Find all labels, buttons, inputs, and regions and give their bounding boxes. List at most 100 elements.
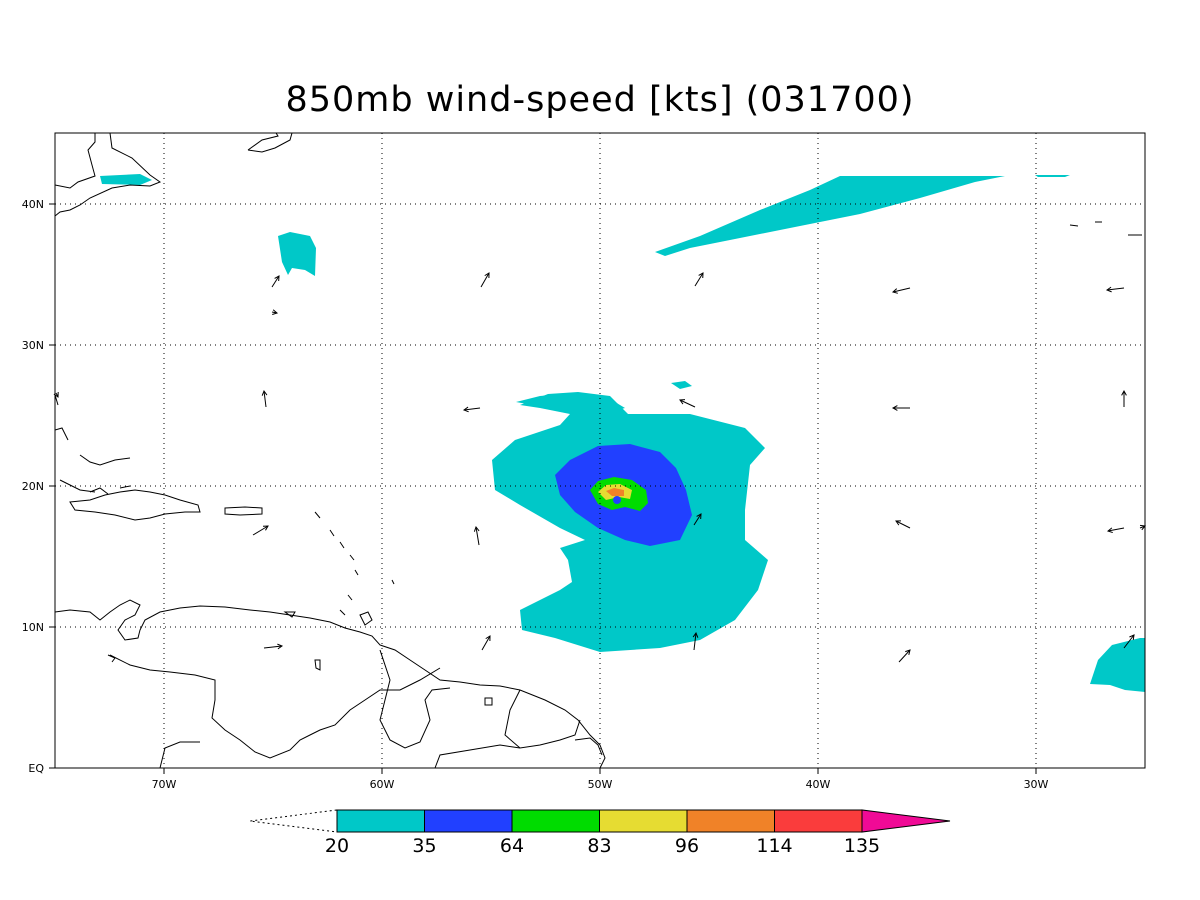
wind-vector-head-20: [1129, 634, 1135, 641]
wind-vector-head-5: [261, 389, 268, 396]
wind-vector-head-2: [698, 272, 704, 279]
storm-eye: [613, 496, 621, 504]
wind-region-20kt-northeast-band: [655, 176, 1005, 256]
coastlines: [55, 133, 1142, 768]
wind-vector-19: [898, 649, 911, 663]
lat-label-40n: 40N: [22, 198, 44, 211]
colorbar-label-83: 83: [587, 835, 611, 857]
wind-vector-head-13: [895, 520, 902, 526]
colorbar-label-64: 64: [500, 835, 524, 857]
colorbar-box-20: [336, 809, 425, 833]
colorbar-box-35: [424, 809, 513, 833]
wind-vectors: [53, 272, 1146, 663]
wind-vector-head-8: [891, 405, 898, 411]
wind-vector-head-7: [679, 399, 686, 405]
wind-vector-head-18: [692, 631, 699, 638]
lat-label-eq: EQ: [28, 762, 44, 775]
coast-tobago: [283, 611, 296, 618]
colorbar-box-114: [774, 809, 863, 833]
wind-vector-head-3: [891, 288, 898, 294]
wind-vector-head-14: [1106, 527, 1113, 534]
colorbar-box-64: [511, 809, 600, 833]
wind-vector-head-10: [262, 525, 269, 531]
wind-vector-3: [892, 287, 911, 293]
wind-region-20kt-northeast-sliver: [1035, 175, 1070, 177]
coast-bahamas: [89, 485, 131, 495]
wind-region-20kt-new-england: [100, 174, 152, 185]
lon-label-40w: 40W: [806, 778, 831, 791]
wind-vector-1: [480, 272, 490, 288]
wind-vector-head-11: [473, 525, 480, 532]
wind-speed-shading: [100, 174, 1145, 692]
lon-label-30w: 30W: [1024, 778, 1049, 791]
wind-vector-head-6: [462, 406, 469, 413]
lon-label-50w: 50W: [588, 778, 613, 791]
colorbar-label-35: 35: [412, 835, 436, 857]
map-title: 850mb wind-speed [kts] (031700): [285, 80, 915, 120]
wind-vector-head-0: [274, 275, 280, 282]
wind-vector-11: [475, 526, 480, 546]
wind-vector-head-12: [696, 513, 702, 520]
wind-vector-head-19: [905, 649, 911, 655]
coast-guyana-border: [379, 649, 451, 749]
wind-vector-head-17: [485, 635, 491, 642]
wind-vector-16: [263, 645, 283, 649]
wind-vector-0: [271, 275, 280, 288]
colorbar: 20 35 64 83 96 114 135: [249, 809, 951, 857]
longitude-labels: 70W 60W 50W 40W 30W: [152, 778, 1049, 791]
colorbar-label-96: 96: [675, 835, 699, 857]
wind-vector-13: [895, 520, 911, 529]
coast-island-small-2: [484, 697, 493, 706]
lat-label-10n: 10N: [22, 621, 44, 634]
coast-trinidad: [359, 611, 373, 626]
wind-region-20kt-small-blob: [671, 381, 692, 389]
coast-panama: [107, 654, 116, 663]
wind-vector-head-22: [272, 309, 279, 315]
wind-vector-10: [252, 525, 269, 536]
latitude-labels: 40N 30N 20N 10N EQ: [22, 198, 45, 775]
coast-venezuela-interior: [109, 654, 441, 759]
wind-vector-5: [263, 390, 267, 408]
wind-region-20kt-bermuda: [278, 232, 316, 276]
wind-vector-17: [481, 635, 491, 651]
wind-vector-head-4: [1105, 286, 1112, 293]
wind-vector-head-1: [484, 272, 490, 279]
wind-vector-14: [1107, 527, 1125, 532]
colorbar-label-114: 114: [756, 835, 792, 857]
wind-vector-4: [1106, 287, 1125, 291]
coast-island-small-1: [314, 659, 321, 671]
lat-label-20n: 20N: [22, 480, 44, 493]
coast-puerto-rico: [224, 506, 263, 516]
colorbar-labels: 20 35 64 83 96 114 135: [325, 835, 880, 857]
axis-ticks: [49, 203, 1037, 774]
wind-vector-20: [1123, 634, 1135, 649]
coast-cuba: [55, 427, 131, 493]
wind-vector-head-9: [1121, 389, 1127, 396]
colorbar-label-20: 20: [325, 835, 349, 857]
coast-brazil-north: [159, 737, 603, 768]
coast-nova-scotia: [247, 133, 293, 153]
lon-label-70w: 70W: [152, 778, 177, 791]
wind-region-20kt-southeast: [1090, 638, 1145, 692]
colorbar-lower-triangle: [249, 809, 338, 833]
coast-azores: [1069, 221, 1142, 236]
colorbar-upper-triangle: [861, 809, 951, 833]
coast-lesser-antilles: [314, 511, 395, 616]
wind-vector-head-16: [277, 643, 284, 650]
colorbar-label-135: 135: [844, 835, 880, 857]
coast-hispaniola: [69, 489, 201, 521]
graticule: [55, 133, 1145, 768]
coast-suriname-border: [504, 689, 581, 749]
wind-vector-12: [693, 513, 702, 526]
coast-new-england: [55, 133, 162, 217]
colorbar-box-96: [686, 809, 775, 833]
wind-vector-18: [693, 632, 697, 651]
wind-vector-6: [463, 407, 481, 411]
lon-label-60w: 60W: [370, 778, 395, 791]
wind-region-96kt: [606, 488, 624, 496]
lat-label-30n: 30N: [22, 339, 44, 352]
wind-vector-7: [679, 399, 696, 408]
colorbar-boxes: [336, 809, 863, 833]
colorbar-box-83: [599, 809, 688, 833]
